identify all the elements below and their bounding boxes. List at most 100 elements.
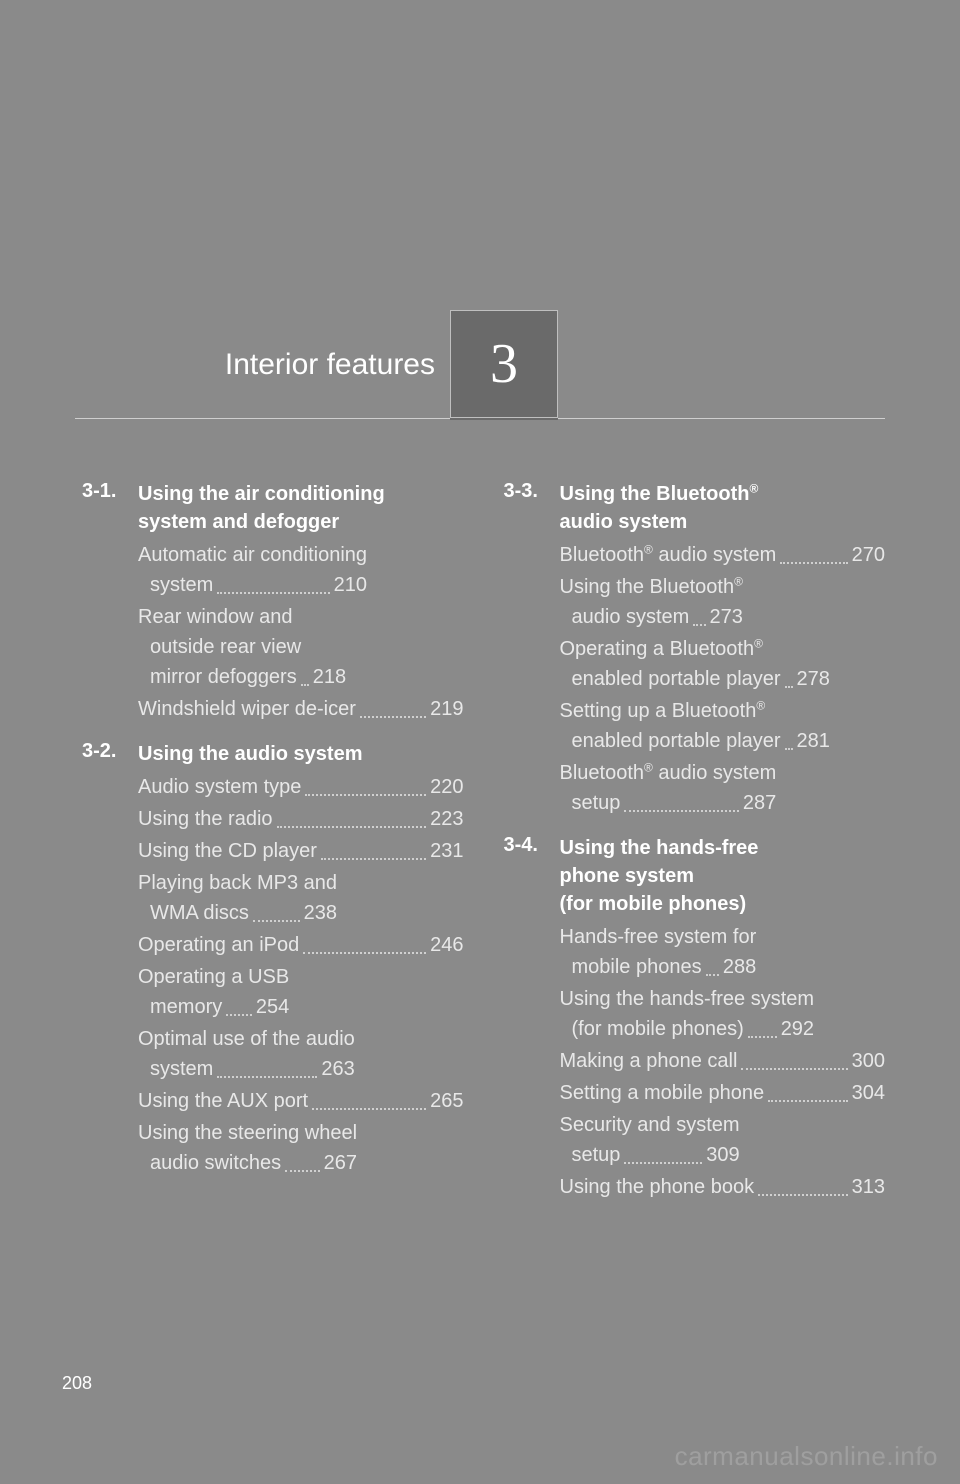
toc-entry-page: 313 bbox=[852, 1172, 885, 1202]
toc-entry-label: Automatic air conditioningsystem210 bbox=[138, 540, 367, 600]
leader-dots bbox=[693, 624, 705, 626]
toc-column-left: 3-1.Using the air conditioningsystem and… bbox=[82, 480, 464, 1354]
toc-entry-page: 254 bbox=[256, 992, 289, 1022]
toc-entry-page: 309 bbox=[706, 1140, 739, 1170]
toc-entry-label: Bluetooth® audio systemsetup287 bbox=[560, 758, 777, 818]
leader-dots bbox=[321, 858, 426, 860]
toc-entry-label: Audio system type bbox=[138, 772, 301, 802]
leader-dots bbox=[706, 974, 719, 976]
toc-entry-label: Using the hands-free system(for mobile p… bbox=[560, 984, 815, 1044]
page-number: 208 bbox=[62, 1373, 92, 1394]
section-title: Using the audio system bbox=[138, 740, 464, 768]
toc-entry-page: 219 bbox=[430, 694, 463, 724]
toc-section: 3-4.Using the hands-freephone system(for… bbox=[504, 834, 886, 1204]
toc-entry: Bluetooth® audio systemsetup287 bbox=[560, 758, 886, 818]
toc-entry: Security and systemsetup309 bbox=[560, 1110, 886, 1170]
leader-dots bbox=[741, 1068, 847, 1070]
toc-entry: Using the CD player 231 bbox=[138, 836, 464, 866]
toc-entry: Using the Bluetooth®audio system273 bbox=[560, 572, 886, 632]
toc-entry-page: 292 bbox=[781, 1014, 814, 1044]
toc-entry-label: Setting up a Bluetooth®enabled portable … bbox=[560, 696, 830, 756]
toc-entry-label: Using the phone book bbox=[560, 1172, 755, 1202]
section-number: 3-2. bbox=[82, 740, 138, 1180]
toc-entry-label: Rear window andoutside rear viewmirror d… bbox=[138, 602, 346, 692]
section-title: Using the hands-freephone system(for mob… bbox=[560, 834, 886, 918]
toc-entry-label: Using the Bluetooth®audio system273 bbox=[560, 572, 743, 632]
leader-dots bbox=[360, 716, 426, 718]
leader-dots bbox=[253, 920, 300, 922]
toc-entry-label: Using the AUX port bbox=[138, 1086, 308, 1116]
toc-entry-label: Using the CD player bbox=[138, 836, 317, 866]
toc-entry-page: 238 bbox=[304, 898, 337, 928]
watermark: carmanualsonline.info bbox=[675, 1441, 938, 1472]
toc-entry-label: Optimal use of the audiosystem263 bbox=[138, 1024, 355, 1084]
toc-entry: Operating a USBmemory254 bbox=[138, 962, 464, 1022]
toc-entry-label: Using the steering wheelaudio switches26… bbox=[138, 1118, 357, 1178]
toc-entry: Operating a Bluetooth®enabled portable p… bbox=[560, 634, 886, 694]
leader-dots bbox=[217, 1076, 317, 1078]
toc-entry-page: 210 bbox=[334, 570, 367, 600]
leader-dots bbox=[312, 1108, 426, 1110]
toc-entry-page: 287 bbox=[743, 788, 776, 818]
toc-entry: Using the steering wheelaudio switches26… bbox=[138, 1118, 464, 1178]
header-divider-gap bbox=[450, 418, 558, 420]
toc-columns: 3-1.Using the air conditioningsystem and… bbox=[82, 480, 885, 1354]
toc-entry: Optimal use of the audiosystem263 bbox=[138, 1024, 464, 1084]
leader-dots bbox=[768, 1100, 848, 1102]
section-title: Using the air conditioningsystem and def… bbox=[138, 480, 464, 536]
leader-dots bbox=[624, 1162, 702, 1164]
leader-dots bbox=[301, 684, 309, 686]
toc-entry: Using the hands-free system(for mobile p… bbox=[560, 984, 886, 1044]
toc-entry: Hands-free system formobile phones288 bbox=[560, 922, 886, 982]
chapter-title: Interior features bbox=[225, 348, 435, 382]
leader-dots bbox=[785, 686, 793, 688]
toc-section: 3-2.Using the audio system Audio system t… bbox=[82, 740, 464, 1180]
leader-dots bbox=[758, 1194, 848, 1196]
toc-entry-page: 281 bbox=[797, 726, 830, 756]
toc-entry-page: 304 bbox=[852, 1078, 885, 1108]
leader-dots bbox=[305, 794, 426, 796]
toc-entry-page: 220 bbox=[430, 772, 463, 802]
toc-entry: Making a phone call 300 bbox=[560, 1046, 886, 1076]
toc-entry-page: 218 bbox=[313, 662, 346, 692]
toc-entry-page: 300 bbox=[852, 1046, 885, 1076]
toc-entry: Operating an iPod 246 bbox=[138, 930, 464, 960]
toc-entry: Using the radio223 bbox=[138, 804, 464, 834]
toc-entry-page: 288 bbox=[723, 952, 756, 982]
leader-dots bbox=[748, 1036, 777, 1038]
leader-dots bbox=[624, 810, 738, 812]
manual-page: Interior features 3 3-1.Using the air co… bbox=[0, 0, 960, 1484]
leader-dots bbox=[780, 562, 847, 564]
toc-entry: Setting a mobile phone 304 bbox=[560, 1078, 886, 1108]
section-body: Using the hands-freephone system(for mob… bbox=[560, 834, 886, 1204]
leader-dots bbox=[303, 952, 426, 954]
toc-entry: Using the phone book 313 bbox=[560, 1172, 886, 1202]
section-title: Using the Bluetooth®audio system bbox=[560, 480, 886, 536]
toc-entry-label: Operating an iPod bbox=[138, 930, 299, 960]
toc-entry-label: Setting a mobile phone bbox=[560, 1078, 765, 1108]
leader-dots bbox=[277, 826, 427, 828]
section-number: 3-3. bbox=[504, 480, 560, 820]
section-number: 3-4. bbox=[504, 834, 560, 1204]
toc-entry-page: 273 bbox=[710, 602, 743, 632]
toc-entry-page: 263 bbox=[321, 1054, 354, 1084]
section-number: 3-1. bbox=[82, 480, 138, 726]
toc-entry-page: 231 bbox=[430, 836, 463, 866]
toc-column-right: 3-3.Using the Bluetooth®audio system Blue… bbox=[504, 480, 886, 1354]
toc-entry-label: Making a phone call bbox=[560, 1046, 738, 1076]
section-body: Using the audio system Audio system type 2… bbox=[138, 740, 464, 1180]
leader-dots bbox=[217, 592, 329, 594]
toc-entry-label: Operating a USBmemory254 bbox=[138, 962, 289, 1022]
toc-entry: Automatic air conditioningsystem210 bbox=[138, 540, 464, 600]
toc-entry-page: 265 bbox=[430, 1086, 463, 1116]
toc-entry-page: 246 bbox=[430, 930, 463, 960]
toc-section: 3-3.Using the Bluetooth®audio system Blue… bbox=[504, 480, 886, 820]
toc-entry-label: Windshield wiper de-icer bbox=[138, 694, 356, 724]
toc-entry: Playing back MP3 andWMA discs238 bbox=[138, 868, 464, 928]
toc-entry: Audio system type 220 bbox=[138, 772, 464, 802]
toc-entry-page: 267 bbox=[324, 1148, 357, 1178]
toc-entry-label: Security and systemsetup309 bbox=[560, 1110, 740, 1170]
toc-section: 3-1.Using the air conditioningsystem and… bbox=[82, 480, 464, 726]
chapter-number: 3 bbox=[490, 332, 518, 396]
toc-entry: Bluetooth® audio system270 bbox=[560, 540, 886, 570]
